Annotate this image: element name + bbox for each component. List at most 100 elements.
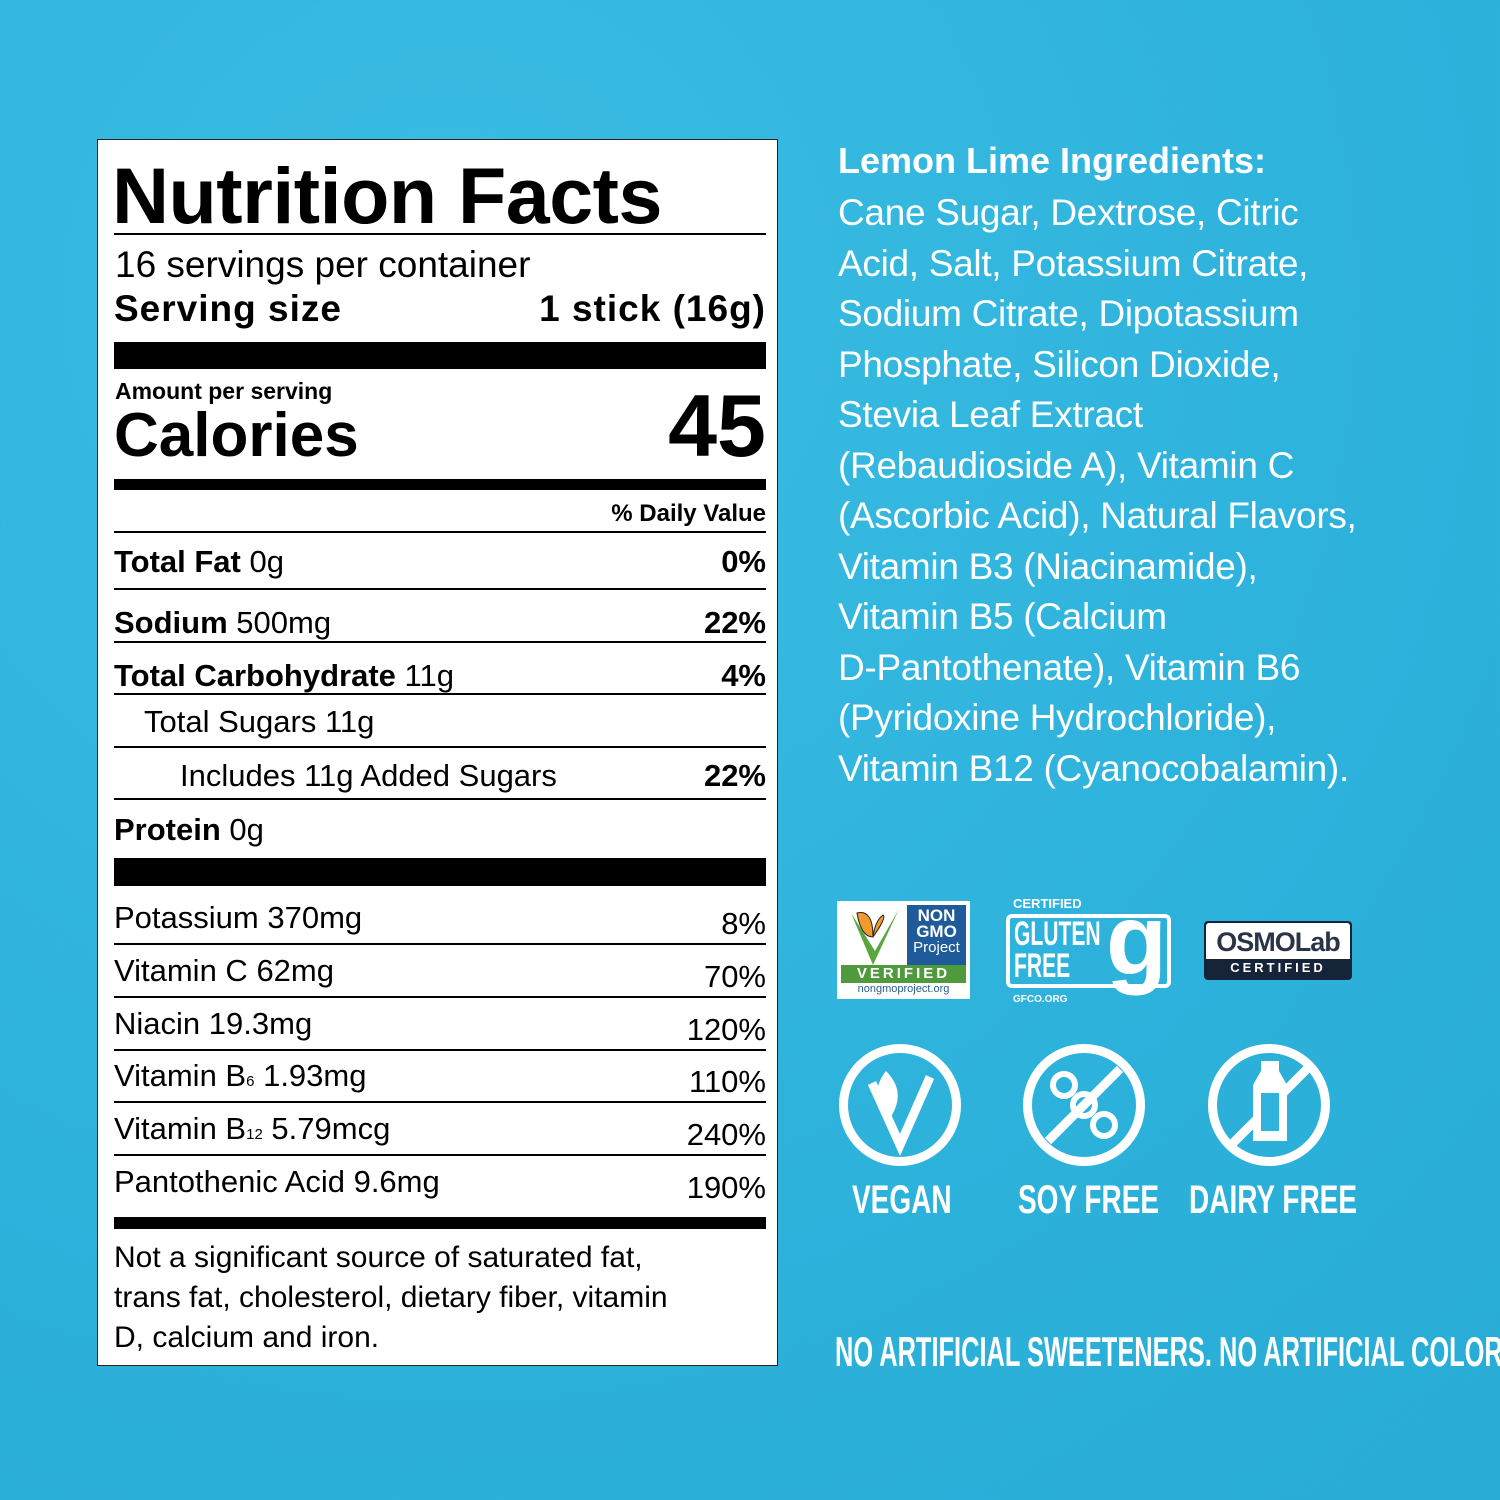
nutrient-name: Protein [114, 812, 221, 847]
divider [114, 1101, 766, 1103]
nutrient-name: Total Sugars [144, 704, 317, 739]
vitamin-amount: 62mg [256, 953, 334, 988]
ingredients-title: Lemon Lime Ingredients: [838, 140, 1267, 181]
gluten-free-badge: CERTIFIED GLUTEN FREE g GFCO.ORG [1006, 890, 1176, 1006]
ingredients-line: Vitamin B5 (Calcium [838, 596, 1167, 637]
no-soy-icon [1023, 1044, 1145, 1166]
ingredients-line: (Ascorbic Acid), Natural Flavors, [838, 495, 1357, 536]
nutrient-dv: 4% [721, 658, 766, 693]
thick-divider [114, 858, 766, 886]
divider [114, 996, 766, 998]
nutrient-row-carbohydrate: Total Carbohydrate 11g 4% [114, 658, 766, 694]
badge-url: nongmoproject.org [857, 983, 950, 995]
nutrient-dv: 22% [703, 758, 766, 793]
divider [114, 943, 766, 945]
badge-text: OSMOLab [1206, 923, 1350, 959]
nutrient-row-sodium: Sodium 500mg 22% [114, 605, 766, 641]
vitamin-dv: 240% [686, 1117, 766, 1152]
ingredients-line: (Pyridoxine Hydrochloride), [838, 697, 1277, 738]
ingredients-line: D-Pantothenate), Vitamin B6 [838, 646, 1301, 688]
badge-text: Project [913, 939, 960, 956]
tagline-text: NO ARTIFICIAL SWEETENERS. NO ARTIFICIAL … [835, 1328, 1500, 1375]
vitamin-row: Pantothenic Acid 9.6mg 190% [114, 1164, 766, 1206]
badge-text: NON [917, 906, 956, 925]
tagline: NO ARTIFICIAL SWEETENERS. NO ARTIFICIAL … [835, 1328, 1500, 1376]
vitamin-amount: 370mg [267, 900, 363, 935]
vitamin-row: Potassium 370mg 8% [114, 900, 766, 942]
vitamin-name: Pantothenic Acid [114, 1164, 345, 1199]
ingredients-line: Phosphate, Silicon Dioxide, [838, 343, 1281, 385]
vitamin-dv: 120% [686, 1012, 766, 1047]
divider [114, 693, 766, 695]
thick-divider [114, 342, 766, 369]
divider [114, 798, 766, 800]
vitamin-dv: 190% [686, 1170, 766, 1205]
nutrient-amount: 500mg [236, 605, 332, 640]
dv-header-text: % Daily Value [611, 500, 766, 527]
vitamin-dv: 70% [703, 959, 766, 994]
badge-verified: VERIFIED [841, 965, 966, 983]
ingredients-line: Acid, Salt, Potassium Citrate, [838, 242, 1309, 284]
butterfly-icon [851, 909, 899, 965]
calories-row: Calories 45 [114, 382, 766, 470]
footnote-line: D, calcium and iron. [114, 1321, 380, 1354]
nutrient-name: Sodium [114, 605, 228, 640]
calories-value: 45 [668, 376, 766, 475]
footnote: Not a significant source of saturated fa… [114, 1238, 668, 1358]
badge-text: CERTIFIED [1230, 960, 1326, 975]
vitamin-subscript: 6 [246, 1073, 255, 1090]
vegan-leaf-icon [839, 1044, 961, 1166]
vitamin-amount: 5.79mcg [271, 1111, 391, 1146]
nutrient-row-total-fat: Total Fat 0g 0% [114, 544, 766, 580]
divider [114, 531, 766, 533]
ingredients-line: Sodium Citrate, Dipotassium [838, 293, 1299, 334]
divider [114, 233, 766, 235]
nutrient-name: Total Fat [114, 544, 241, 579]
nutrient-row-total-sugars: Total Sugars 11g [144, 704, 766, 740]
divider [114, 1154, 766, 1156]
vitamin-dv: 8% [721, 906, 766, 941]
nutrient-dv: 0% [721, 544, 766, 579]
ingredients-line: Vitamin B3 (Niacinamide), [838, 545, 1258, 587]
servings-per-container: 16 servings per container [115, 244, 531, 285]
ingredients-line: Stevia Leaf Extract [838, 394, 1143, 435]
non-gmo-verified-badge: NON GMO Project VERIFIED nongmoproject.o… [837, 901, 970, 999]
vitamin-row: Niacin 19.3mg 120% [114, 1006, 766, 1048]
osmolab-certified-badge: OSMOLab CERTIFIED [1204, 921, 1352, 980]
vitamin-row: Vitamin C 62mg 70% [114, 953, 766, 995]
vitamin-name: Niacin [114, 1006, 201, 1041]
nutrient-name: Includes 11g Added Sugars [180, 758, 557, 793]
nutrient-amount: 11g [324, 704, 375, 739]
footnote-line: trans fat, cholesterol, dietary fiber, v… [114, 1281, 668, 1314]
nutrient-amount: 0g [229, 812, 264, 847]
nutrient-amount: 0g [249, 544, 284, 579]
divider [114, 588, 766, 590]
vitamin-amount: 19.3mg [208, 1006, 313, 1041]
vegan-label: VEGAN [852, 1178, 952, 1222]
serving-size-label: Serving size [114, 288, 342, 329]
soy-free-label: SOY FREE [1018, 1178, 1160, 1222]
calories-label: Calories [114, 401, 359, 470]
vitamin-name: Vitamin C [114, 953, 248, 988]
vitamin-subscript: 12 [246, 1126, 263, 1143]
dv-header: % Daily Value [114, 496, 766, 532]
serving-size-value: 1 stick (16g) [539, 288, 766, 329]
dairy-free-label: DAIRY FREE [1189, 1178, 1358, 1222]
footnote-line: Not a significant source of saturated fa… [114, 1241, 643, 1274]
divider [114, 641, 766, 643]
medium-divider [114, 479, 766, 490]
nutrient-row-protein: Protein 0g [114, 812, 766, 848]
ingredients-line: (Rebaudioside A), Vitamin C [838, 444, 1295, 486]
vitamin-amount: 9.6mg [353, 1164, 440, 1199]
badge-text: CERTIFIED [1013, 896, 1082, 911]
divider [114, 746, 766, 748]
no-dairy-icon [1208, 1044, 1330, 1166]
divider [114, 1049, 766, 1051]
vitamin-name: Vitamin B [114, 1111, 247, 1146]
badge-text: GLUTEN [1014, 915, 1101, 953]
badge-text: GMO [916, 922, 957, 941]
gluten-g-icon: g [1106, 884, 1168, 996]
ingredients-list: Cane Sugar, Dextrose, Citric Acid, Salt, … [838, 188, 1357, 794]
medium-divider [114, 1217, 766, 1229]
badge-text: FREE [1014, 947, 1071, 985]
